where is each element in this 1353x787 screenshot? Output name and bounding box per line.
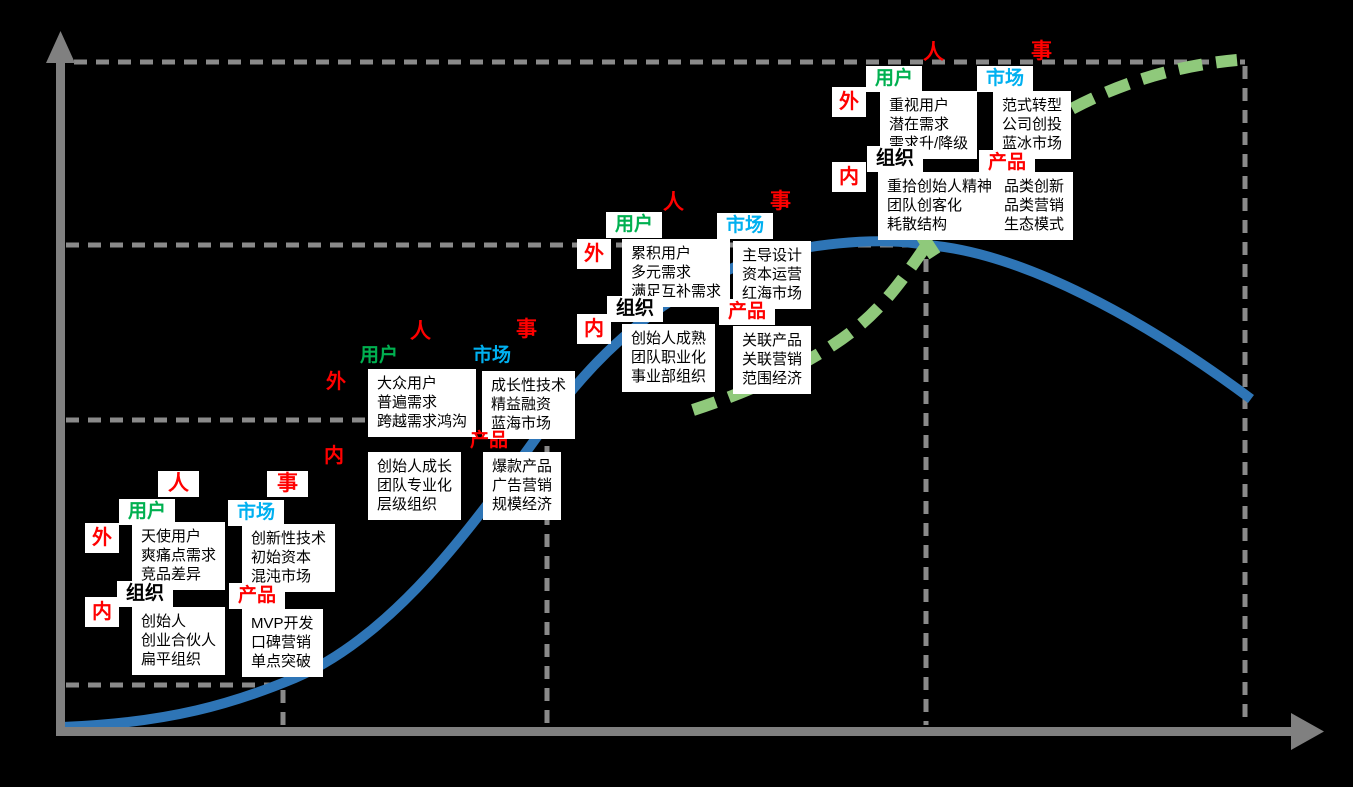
stage2-market-header: 市场 <box>473 345 512 366</box>
stage3-org-line2: 团队职业化 <box>631 349 707 366</box>
stage1-users-box: 天使用户 爽痛点需求 竞品差异 <box>132 522 226 590</box>
stage4-market-line2: 公司创投 <box>1002 116 1063 133</box>
stage4-users-line1: 重视用户 <box>889 97 950 114</box>
stage1-people-label: 人 <box>158 471 199 497</box>
stage1-org-line2: 创业合伙人 <box>141 632 217 649</box>
stage1-product-box: MVP开发 口碑营销 单点突破 <box>242 609 323 677</box>
stage2-product-box: 爆款产品 广告营销 规模经济 <box>483 452 562 520</box>
stage3-people-label: 人 <box>663 191 684 214</box>
stage1-market-box: 创新性技术 初始资本 混沌市场 <box>242 524 336 592</box>
stage1-users-line2: 爽痛点需求 <box>141 547 217 564</box>
stage3-users-line2: 多元需求 <box>631 264 692 281</box>
stage4-market-line1: 范式转型 <box>1002 97 1063 114</box>
stage4-market-header: 市场 <box>977 66 1034 92</box>
stage1-users-line1: 天使用户 <box>141 528 202 545</box>
stage2-product-line3: 规模经济 <box>492 496 553 513</box>
stage4-market-line3: 蓝冰市场 <box>1002 135 1063 152</box>
stage2-users-line3: 跨越需求鸿沟 <box>377 413 468 430</box>
stage2-org-line3: 层级组织 <box>377 496 438 513</box>
stage4-product-line3: 生态模式 <box>1004 216 1065 233</box>
stage2-organization-box: 创始人成长 团队专业化 层级组织 <box>368 452 462 520</box>
green-dashed-curve <box>691 54 1238 416</box>
stage2-external-tag: 外 <box>326 371 346 393</box>
stage3-product-box: 关联产品 关联营销 范围经济 <box>733 326 812 394</box>
stage4-users-line2: 潜在需求 <box>889 116 950 133</box>
stage3-user-header: 用户 <box>606 212 663 238</box>
stage4-org-line1: 重拾创始人精神 <box>887 178 993 195</box>
stage2-product-line1: 爆款产品 <box>492 458 553 475</box>
stage4-org-line2: 团队创客化 <box>887 197 963 214</box>
stage3-internal-tag: 内 <box>577 314 611 344</box>
stage3-product-line1: 关联产品 <box>742 332 803 349</box>
stage1-external-tag: 外 <box>85 523 119 553</box>
stage1-product-header: 产品 <box>229 583 286 609</box>
stage1-users-line3: 竞品差异 <box>141 566 202 583</box>
stage1-market-line3: 混沌市场 <box>251 568 312 585</box>
stage2-market-line2: 精益融资 <box>491 396 552 413</box>
stage3-organization-header: 组织 <box>607 296 664 322</box>
stage3-product-line2: 关联营销 <box>742 351 803 368</box>
stage4-organization-header: 组织 <box>867 146 924 172</box>
stage2-users-line2: 普遍需求 <box>377 394 438 411</box>
stage4-external-tag: 外 <box>832 87 866 117</box>
stage4-user-header: 用户 <box>866 66 923 92</box>
stage3-users-box: 累积用户 多元需求 满足互补需求 <box>622 239 731 307</box>
stage3-users-line1: 累积用户 <box>631 245 692 262</box>
stage2-org-line2: 团队专业化 <box>377 477 453 494</box>
stage1-user-header: 用户 <box>119 499 176 525</box>
stage4-people-label: 人 <box>923 41 944 64</box>
stage2-market-line3: 蓝海市场 <box>491 415 552 432</box>
x-axis-arrow-icon <box>1291 713 1324 750</box>
stage3-matters-label: 事 <box>770 190 791 213</box>
stage2-product-line2: 广告营销 <box>492 477 553 494</box>
stage2-users-box: 大众用户 普遍需求 跨越需求鸿沟 <box>368 369 477 437</box>
stage2-org-line1: 创始人成长 <box>377 458 453 475</box>
stage2-people-label: 人 <box>410 320 431 343</box>
stage1-organization-box: 创始人 创业合伙人 扁平组织 <box>132 607 226 675</box>
y-axis <box>56 58 65 736</box>
stage2-market-box: 成长性技术 精益融资 蓝海市场 <box>482 371 576 439</box>
stage3-market-box: 主导设计 资本运营 红海市场 <box>733 241 812 309</box>
y-axis-arrow-icon <box>46 31 75 63</box>
stage1-market-line2: 初始资本 <box>251 549 312 566</box>
x-axis <box>56 727 1293 736</box>
stage4-organization-box: 重拾创始人精神 团队创客化 耗散结构 <box>878 172 1002 240</box>
stage1-organization-header: 组织 <box>117 581 174 607</box>
stage4-internal-tag: 内 <box>832 162 866 192</box>
stage1-product-line1: MVP开发 <box>251 615 314 632</box>
stage4-market-box: 范式转型 公司创投 蓝冰市场 <box>993 91 1072 159</box>
stage4-product-header: 产品 <box>979 150 1036 176</box>
stage4-matters-label: 事 <box>1031 40 1052 63</box>
stage1-market-line1: 创新性技术 <box>251 530 327 547</box>
stage3-product-line3: 范围经济 <box>742 370 803 387</box>
stage2-users-line1: 大众用户 <box>377 375 438 392</box>
stage1-market-header: 市场 <box>228 500 285 526</box>
stage3-users-line3: 满足互补需求 <box>631 283 722 300</box>
stage1-internal-tag: 内 <box>85 597 119 627</box>
stage1-org-line3: 扁平组织 <box>141 651 202 668</box>
stage3-org-line3: 事业部组织 <box>631 368 707 385</box>
stage2-product-header: 产品 <box>470 430 509 451</box>
stage4-product-box: 品类创新 品类营销 生态模式 <box>995 172 1074 240</box>
stage3-product-header: 产品 <box>719 299 776 325</box>
stage1-org-line1: 创始人 <box>141 613 187 630</box>
stage2-user-header: 用户 <box>360 345 399 366</box>
stage3-market-header: 市场 <box>717 213 774 239</box>
stage3-market-line2: 资本运营 <box>742 266 803 283</box>
stage3-external-tag: 外 <box>577 239 611 269</box>
stage4-org-line3: 耗散结构 <box>887 216 948 233</box>
stage3-organization-box: 创始人成熟 团队职业化 事业部组织 <box>622 324 716 392</box>
stage4-product-line2: 品类营销 <box>1004 197 1065 214</box>
stage1-product-line3: 单点突破 <box>251 653 312 670</box>
stage3-market-line3: 红海市场 <box>742 285 803 302</box>
stage1-matters-label: 事 <box>267 471 308 497</box>
stage4-product-line1: 品类创新 <box>1004 178 1065 195</box>
stage2-matters-label: 事 <box>516 318 537 341</box>
stage2-internal-tag: 内 <box>324 445 344 467</box>
stage3-org-line1: 创始人成熟 <box>631 330 707 347</box>
stage2-market-line1: 成长性技术 <box>491 377 567 394</box>
stage1-product-line2: 口碑营销 <box>251 634 312 651</box>
stage3-market-line1: 主导设计 <box>742 247 803 264</box>
